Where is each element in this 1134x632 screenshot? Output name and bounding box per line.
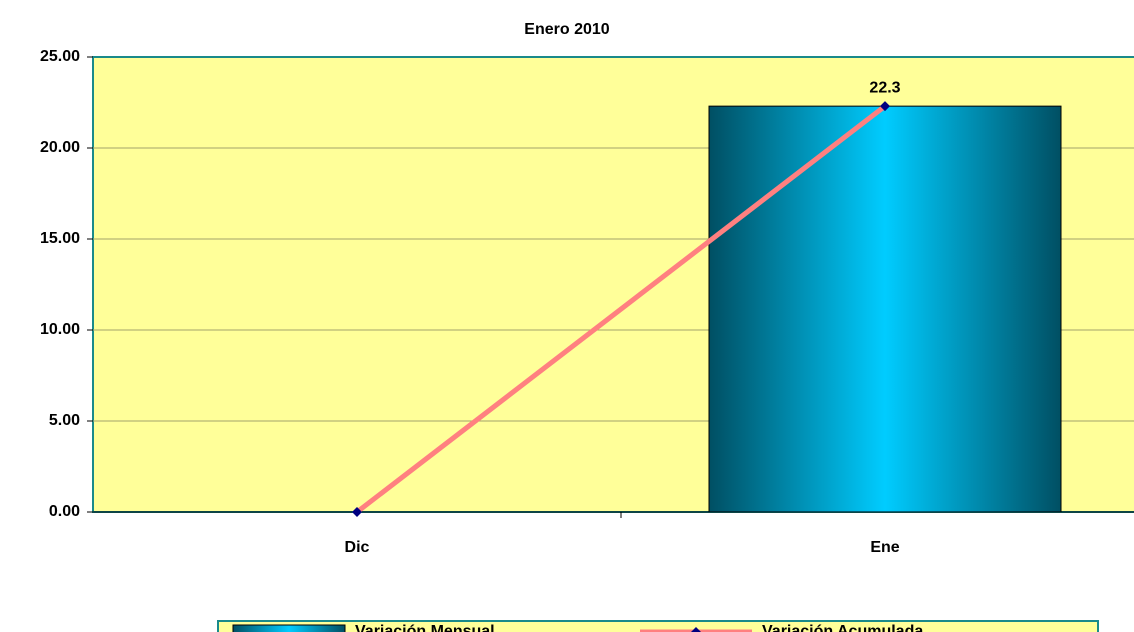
line: [355, 104, 887, 514]
y-tick-label: 10.00: [40, 321, 80, 338]
legend-label: Variación Acumulada: [762, 623, 923, 632]
y-tick-label: 15.00: [40, 230, 80, 247]
x-tick-label: Dic: [345, 539, 370, 556]
chart-title: Enero 2010: [524, 21, 609, 38]
legend-swatch: [232, 624, 346, 632]
x-tick-label: Ene: [870, 539, 899, 556]
y-tick-label: 0.00: [49, 503, 80, 520]
line-marker: [352, 507, 362, 517]
line-marker: [880, 101, 890, 112]
legend-marker: [691, 627, 701, 632]
legend-label: Variación Mensual: [355, 623, 495, 632]
y-tick-label: 25.00: [40, 48, 80, 65]
y-tick-label: 5.00: [49, 412, 80, 429]
data-label: 22.3: [869, 79, 900, 96]
legend-box: [217, 620, 1099, 632]
bar: [708, 105, 1062, 513]
y-tick-label: 20.00: [40, 139, 80, 156]
